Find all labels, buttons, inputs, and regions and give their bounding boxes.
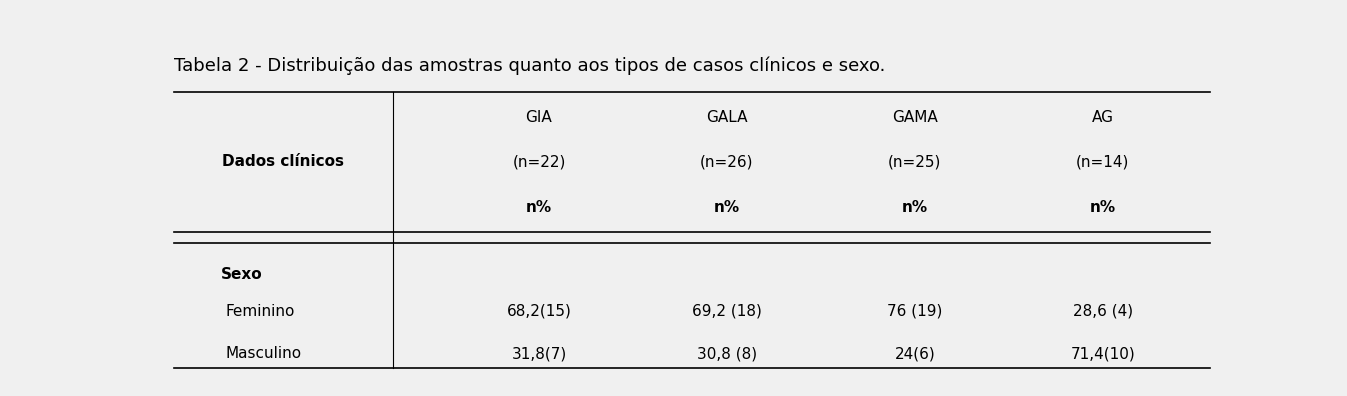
Text: (n=26): (n=26) [700,154,753,169]
Text: GALA: GALA [706,110,748,125]
Text: 24(6): 24(6) [894,346,935,362]
Text: (n=25): (n=25) [888,154,942,169]
Text: Dados clínicos: Dados clínicos [222,154,345,169]
Text: n%: n% [714,200,740,215]
Text: 28,6 (4): 28,6 (4) [1072,304,1133,319]
Text: Sexo: Sexo [221,267,263,282]
Text: GIA: GIA [525,110,552,125]
Text: Feminino: Feminino [226,304,295,319]
Text: n%: n% [525,200,552,215]
Text: 76 (19): 76 (19) [888,304,943,319]
Text: 31,8(7): 31,8(7) [512,346,567,362]
Text: n%: n% [1090,200,1115,215]
Text: 71,4(10): 71,4(10) [1071,346,1136,362]
Text: Masculino: Masculino [226,346,302,362]
Text: 30,8 (8): 30,8 (8) [696,346,757,362]
Text: 69,2 (18): 69,2 (18) [692,304,762,319]
Text: GAMA: GAMA [892,110,938,125]
Text: AG: AG [1091,110,1114,125]
Text: 68,2(15): 68,2(15) [506,304,571,319]
Text: Tabela 2 - Distribuição das amostras quanto aos tipos de casos clínicos e sexo.: Tabela 2 - Distribuição das amostras qua… [174,57,885,75]
Text: n%: n% [901,200,928,215]
Text: (n=22): (n=22) [512,154,566,169]
Text: (n=14): (n=14) [1076,154,1129,169]
